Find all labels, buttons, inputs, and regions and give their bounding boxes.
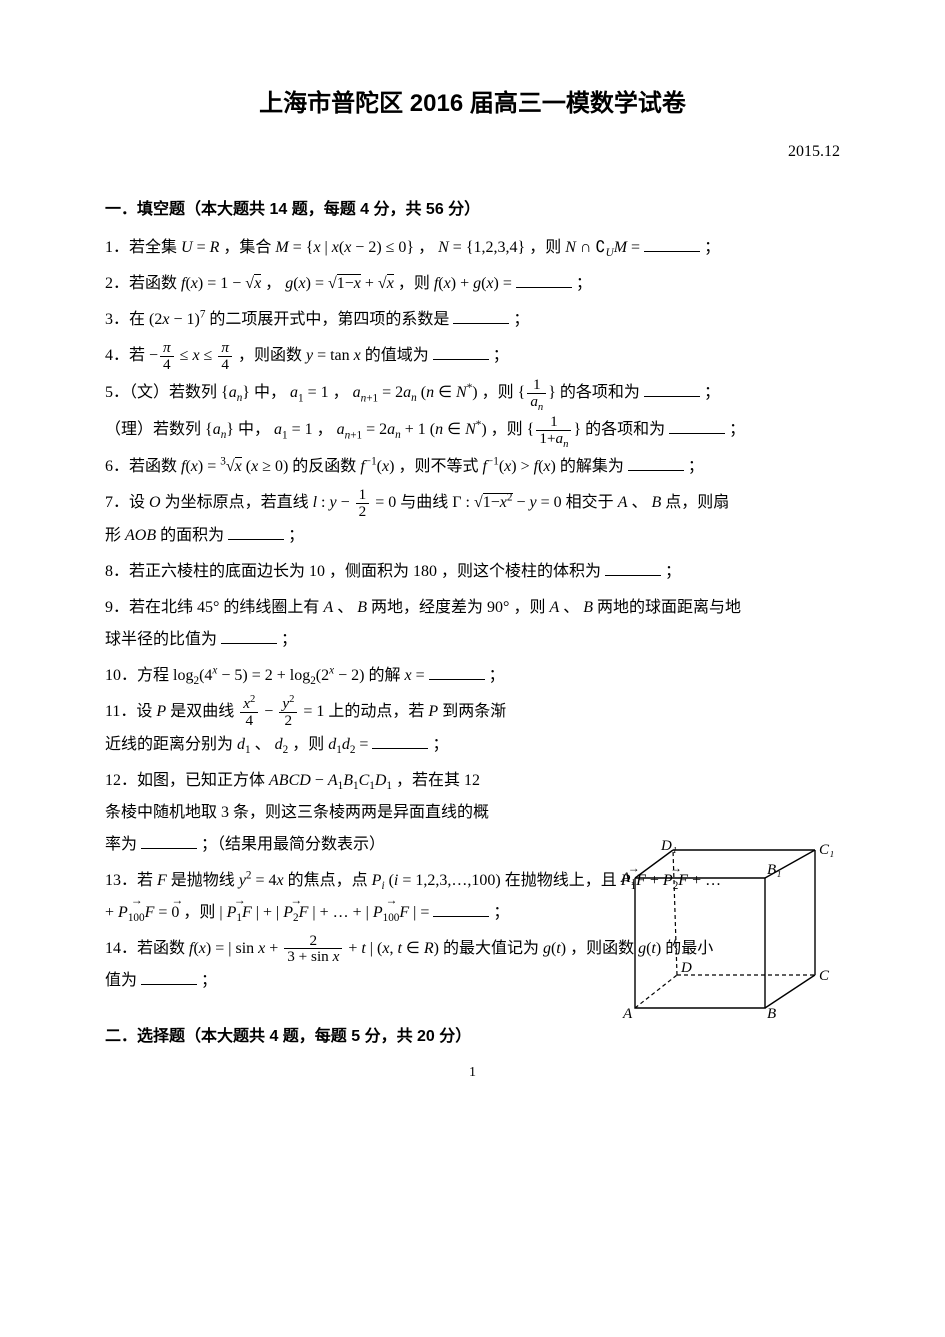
label-B: B — [767, 1006, 776, 1020]
page-number: 1 — [0, 1059, 945, 1087]
question-1: 1．若全集 U = R ，集合 M = {x | x(x − 2) ≤ 0} ，… — [105, 232, 840, 264]
question-2: 2．若函数 f(x) = 1 − √x ， g(x) = √1−x + √x ，… — [105, 268, 840, 300]
cube-figure: A₁ B₁ C₁ D₁ A B C D — [615, 840, 835, 1020]
question-4: 4．若 −π4 ≤ x ≤ π4 ，则函数 y = tan x 的值域为 ； — [105, 340, 840, 373]
cube-svg: A₁ B₁ C₁ D₁ A B C D — [615, 840, 835, 1020]
label-D: D — [680, 960, 692, 976]
question-6: 6．若函数 f(x) = 3√x (x ≥ 0) 的反函数 f−1(x) ，则不… — [105, 451, 840, 483]
label-A: A — [622, 1006, 633, 1020]
question-11: 11．设 P 是双曲线 x24 − y22 = 1 上的动点，若 P 到两条渐 … — [105, 696, 840, 761]
section-2-header: 二．选择题（本大题共 4 题，每题 5 分，共 20 分） — [105, 1021, 840, 1053]
label-C1: C₁ — [819, 842, 834, 858]
question-8: 8．若正六棱柱的底面边长为 10 ，侧面积为 180 ，则这个棱柱的体积为 ； — [105, 556, 840, 588]
section-1-header: 一．填空题（本大题共 14 题，每题 4 分，共 56 分） — [105, 194, 840, 226]
label-B1: B₁ — [767, 862, 781, 878]
date: 2015.12 — [105, 136, 840, 168]
question-10: 10．方程 log2(4x − 5) = 2 + log2(2x − 2) 的解… — [105, 660, 840, 692]
question-7: 7．设 O 为坐标原点，若直线 l : y − 12 = 0 与曲线 Γ : √… — [105, 487, 840, 552]
label-A1: A₁ — [620, 870, 635, 886]
question-3: 3．在 (2x − 1)7 的二项展开式中，第四项的系数是 ； — [105, 304, 840, 336]
label-D1: D₁ — [660, 840, 677, 854]
question-5-wen: 5．（文）若数列 {an} 中， a1 = 1 ， an+1 = 2an (n … — [105, 377, 840, 410]
label-C: C — [819, 968, 830, 984]
question-9: 9．若在北纬 45° 的纬线圈上有 A 、 B 两地，经度差为 90° ，则 A… — [105, 592, 840, 656]
page-title: 上海市普陀区 2016 届高三一模数学试卷 — [105, 80, 840, 128]
question-5-li: （理）若数列 {an} 中， a1 = 1 ， an+1 = 2an + 1 (… — [105, 414, 840, 447]
exam-page: 上海市普陀区 2016 届高三一模数学试卷 2015.12 一．填空题（本大题共… — [0, 0, 945, 1099]
